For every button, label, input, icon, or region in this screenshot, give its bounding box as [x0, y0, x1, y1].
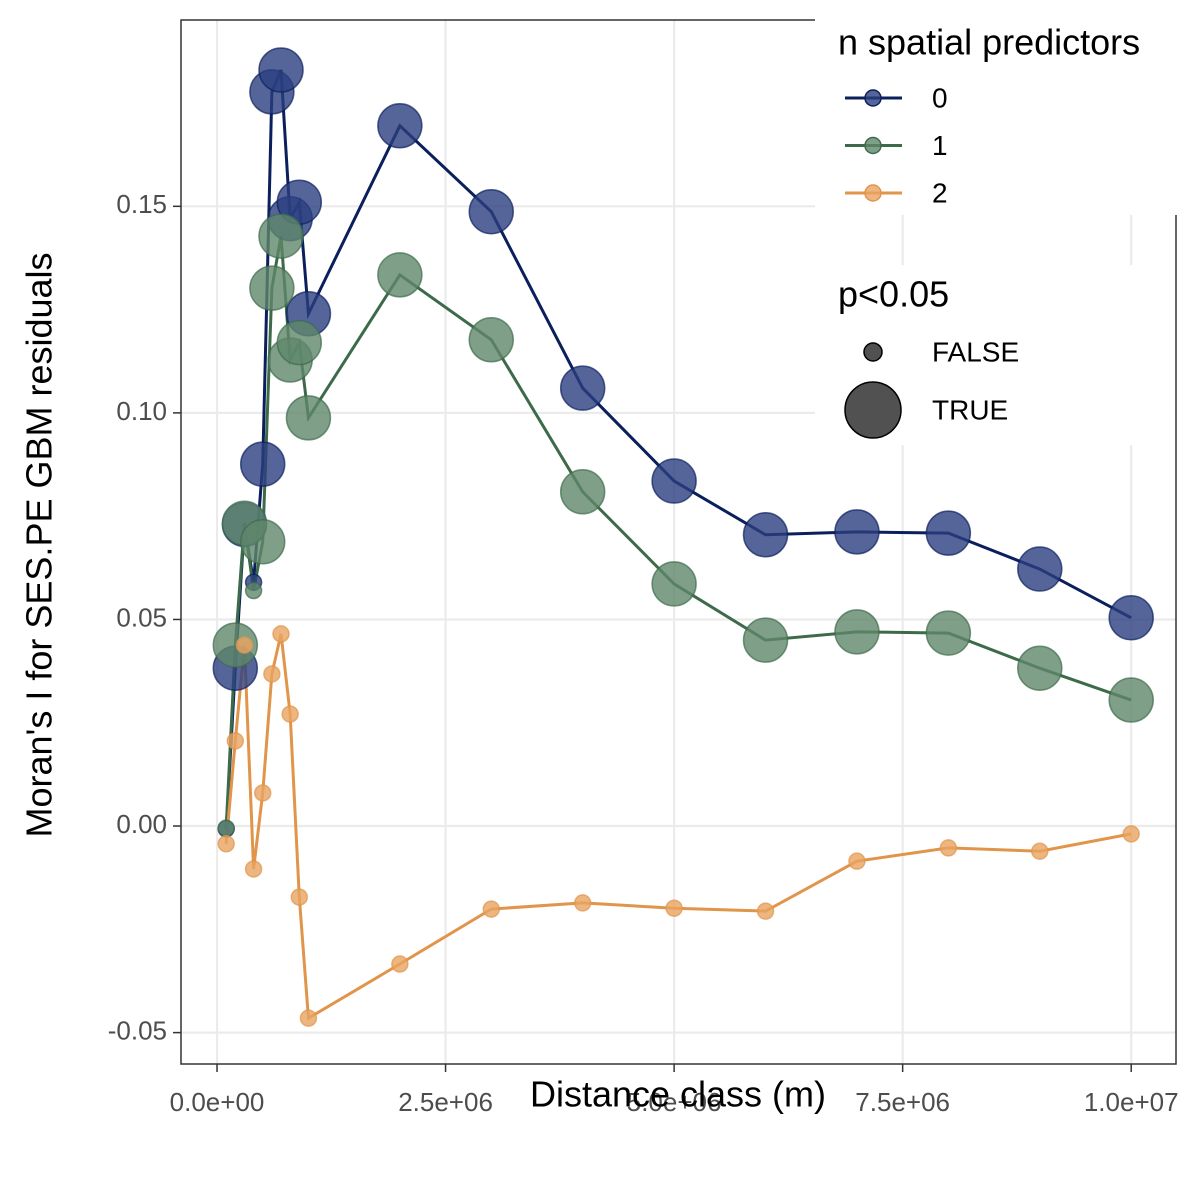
data-point	[559, 469, 606, 515]
legend-background	[815, 15, 1200, 215]
data-point	[263, 665, 281, 683]
y-tick-label: 0.05	[116, 602, 167, 632]
legend-label: 0	[932, 82, 948, 113]
data-point	[226, 732, 245, 750]
data-point	[272, 625, 290, 643]
data-point	[258, 213, 304, 259]
data-point	[1108, 595, 1154, 641]
data-point	[651, 458, 697, 504]
data-point	[244, 860, 263, 878]
x-tick-label: 1.0e+07	[1084, 1087, 1179, 1117]
panel-border	[180, 19, 1177, 1065]
y-tick-label: 0.00	[116, 809, 167, 839]
data-point	[651, 561, 697, 607]
data-point	[925, 610, 972, 656]
data-point	[281, 705, 299, 723]
size-legend-marker	[844, 381, 902, 439]
plot-area	[212, 47, 1154, 1027]
legend-title: n spatial predictors	[838, 22, 1140, 63]
legend-marker	[864, 89, 882, 107]
data-point	[573, 894, 592, 912]
data-point	[834, 509, 880, 555]
data-point	[1031, 842, 1049, 860]
data-point	[285, 395, 332, 441]
data-point	[848, 852, 866, 870]
data-point	[1122, 825, 1140, 843]
data-point	[253, 784, 272, 802]
data-point	[212, 622, 259, 668]
y-tick-label: 0.15	[116, 189, 167, 219]
x-tick-label: 0.0e+00	[170, 1087, 265, 1117]
data-point	[217, 835, 235, 853]
data-point	[239, 441, 286, 487]
data-point	[258, 47, 304, 93]
size-legend-title: p<0.05	[838, 274, 949, 315]
data-point	[217, 819, 235, 837]
y-tick-label: -0.05	[108, 1015, 167, 1045]
data-point	[1017, 645, 1063, 691]
x-tick-label: 5.0e+06	[627, 1087, 722, 1117]
data-point	[939, 839, 958, 857]
data-point	[742, 617, 789, 663]
legend-label: 1	[932, 130, 948, 161]
data-point	[235, 636, 254, 654]
data-point	[468, 317, 515, 363]
data-point	[482, 900, 501, 918]
data-point	[468, 188, 515, 235]
data-point	[377, 252, 423, 298]
x-axis-title: Distance class (m)	[530, 1074, 826, 1115]
legend-marker	[864, 136, 882, 155]
size-legend-label: TRUE	[932, 394, 1008, 425]
x-tick-label: 2.5e+06	[398, 1087, 493, 1117]
data-point	[276, 319, 323, 366]
data-point	[1017, 546, 1063, 592]
data-point	[249, 265, 295, 311]
y-tick-label: 0.10	[116, 396, 167, 426]
y-axis-title: Moran's I for SES.PE GBM residuals	[19, 252, 60, 837]
legend: n spatial predictors p<0.05 0 1 2 FALSE TRUE	[815, 15, 1200, 445]
data-point	[742, 512, 789, 558]
data-point	[559, 365, 606, 411]
data-point	[244, 581, 263, 600]
data-point	[1108, 677, 1154, 723]
x-tick-label: 7.5e+06	[855, 1087, 950, 1117]
size-legend-label: FALSE	[932, 336, 1019, 367]
data-point	[756, 902, 775, 920]
legend-marker	[864, 184, 882, 202]
data-point	[377, 103, 423, 149]
legend-label: 2	[932, 177, 948, 208]
data-point	[299, 1009, 318, 1027]
data-point	[665, 899, 683, 917]
size-legend-marker	[863, 342, 883, 362]
axes: 0.0e+00 2.5e+06 5.0e+06 7.5e+06 1.0e+07 -0.05…	[108, 189, 1179, 1117]
data-point	[290, 888, 309, 906]
data-point	[391, 955, 409, 973]
data-point	[834, 609, 880, 655]
data-point	[239, 519, 286, 565]
data-point	[925, 510, 972, 556]
